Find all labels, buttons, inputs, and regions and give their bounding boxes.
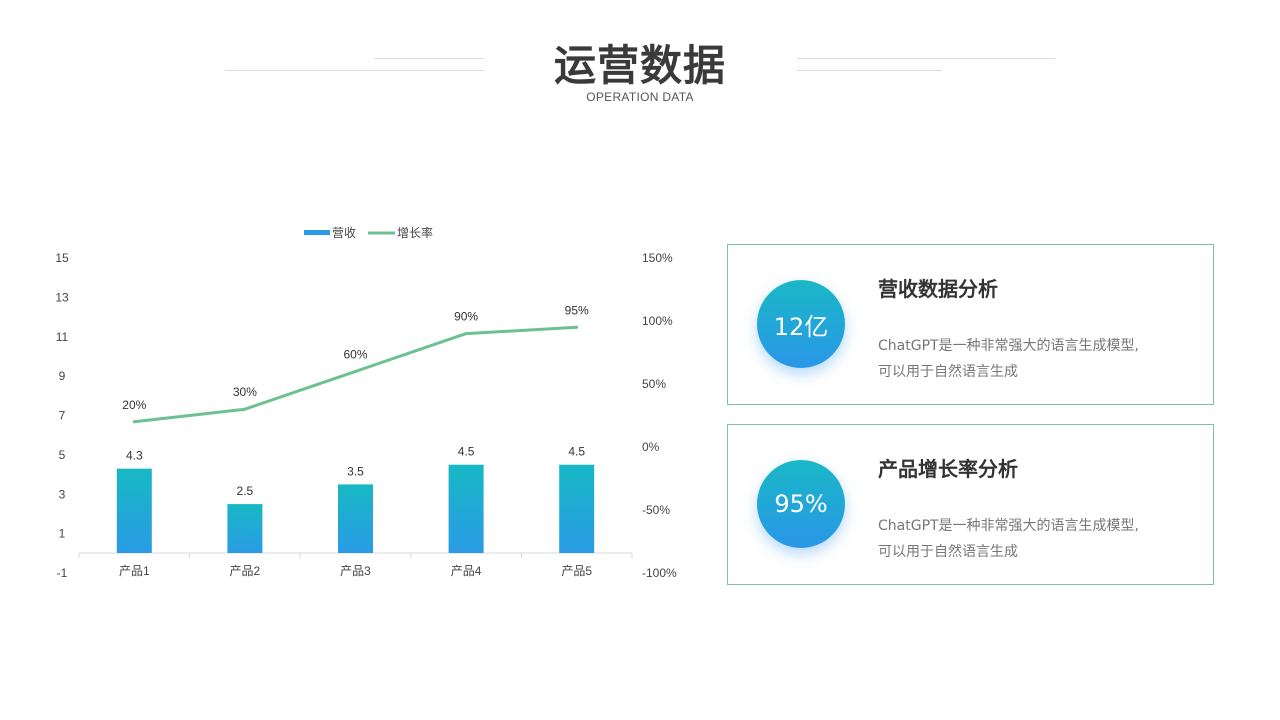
growth-value-badge: 95% [757,460,845,548]
growth-rate-label: 30% [233,385,257,399]
growth-rate-point [132,420,136,424]
header-line-right-top [797,58,1055,59]
category-tick-label: 产品2 [230,564,261,578]
revenue-bar-label: 2.5 [237,484,254,498]
revenue-bar [227,504,263,553]
page-subtitle: OPERATION DATA [586,90,694,104]
growth-rate-label: 90% [454,310,478,324]
page-title: 运营数据 [553,41,726,90]
category-tick-label: 产品3 [340,564,371,578]
header-line-right-bottom [797,70,942,71]
category-tick-label: 产品4 [451,564,482,578]
revenue-growth-chart: 营收 增长率 15 13 11 9 7 5 3 1 -1 150% 100% 50% 0% -50% -100… [55,225,677,580]
revenue-bar-label: 3.5 [347,464,364,478]
growth-rate-label: 20% [122,398,146,412]
growth-rate-point [354,369,357,373]
revenue-bar-label: 4.3 [126,449,143,463]
growth-rate-label: 60% [343,347,367,361]
growth-rate-label: 95% [565,303,589,317]
growth-rate-point [464,332,468,336]
legend-swatch-revenue [304,230,330,235]
legend-label-growth: 增长率 [397,225,433,240]
category-tick-label: 产品5 [561,564,592,578]
header-line-left-bottom [225,70,484,71]
right-axis-tick-label: -50% [642,503,670,517]
growth-card-description: ChatGPT是一种非常强大的语言生成模型, 可以用于自然语言生成 [878,513,1178,565]
revenue-bar [559,464,595,553]
revenue-card-title: 营收数据分析 [878,277,998,301]
right-axis-tick-label: 150% [642,251,673,265]
revenue-card-desc-line1: ChatGPT是一种非常强大的语言生成模型, [878,338,1140,354]
left-axis-tick-label: 1 [59,527,66,541]
left-axis-tick-label: 7 [59,409,66,423]
right-axis-tick-label: 100% [642,314,673,328]
left-axis-tick-label: 5 [59,448,66,462]
left-axis-tick-label: 9 [59,369,66,383]
revenue-card-desc-line2: 可以用于自然语言生成 [878,364,1018,380]
left-axis-tick-label: -1 [57,566,68,580]
growth-rate-point [243,407,247,411]
revenue-bar-label: 4.5 [568,445,585,459]
growth-card-title: 产品增长率分析 [878,457,1018,481]
left-axis-tick-label: 15 [55,251,69,265]
revenue-bar [338,484,373,553]
right-axis-tick-label: -100% [642,566,677,580]
left-axis-tick-label: 3 [59,487,66,501]
left-axis-tick-label: 11 [56,330,69,344]
revenue-value-badge: 12亿 [757,280,845,368]
growth-rate-point [575,325,579,329]
header-line-left-top [374,58,484,59]
left-axis-tick-label: 13 [55,290,69,304]
growth-analysis-card: 95% 产品增长率分析 ChatGPT是一种非常强大的语言生成模型, 可以用于自… [727,424,1214,585]
growth-card-desc-line2: 可以用于自然语言生成 [878,544,1018,560]
revenue-bar-label: 4.5 [458,445,475,459]
right-axis-tick-label: 0% [642,440,660,454]
revenue-analysis-card: 12亿 营收数据分析 ChatGPT是一种非常强大的语言生成模型, 可以用于自然… [727,244,1214,405]
category-tick-label: 产品1 [119,564,150,578]
growth-card-desc-line1: ChatGPT是一种非常强大的语言生成模型, [878,518,1140,534]
legend-label-revenue: 营收 [332,226,356,240]
growth-rate-line [134,325,577,424]
right-axis-tick-label: 50% [642,377,666,391]
revenue-bar [448,464,484,553]
revenue-card-description: ChatGPT是一种非常强大的语言生成模型, 可以用于自然语言生成 [878,333,1178,385]
revenue-bar [116,468,152,553]
